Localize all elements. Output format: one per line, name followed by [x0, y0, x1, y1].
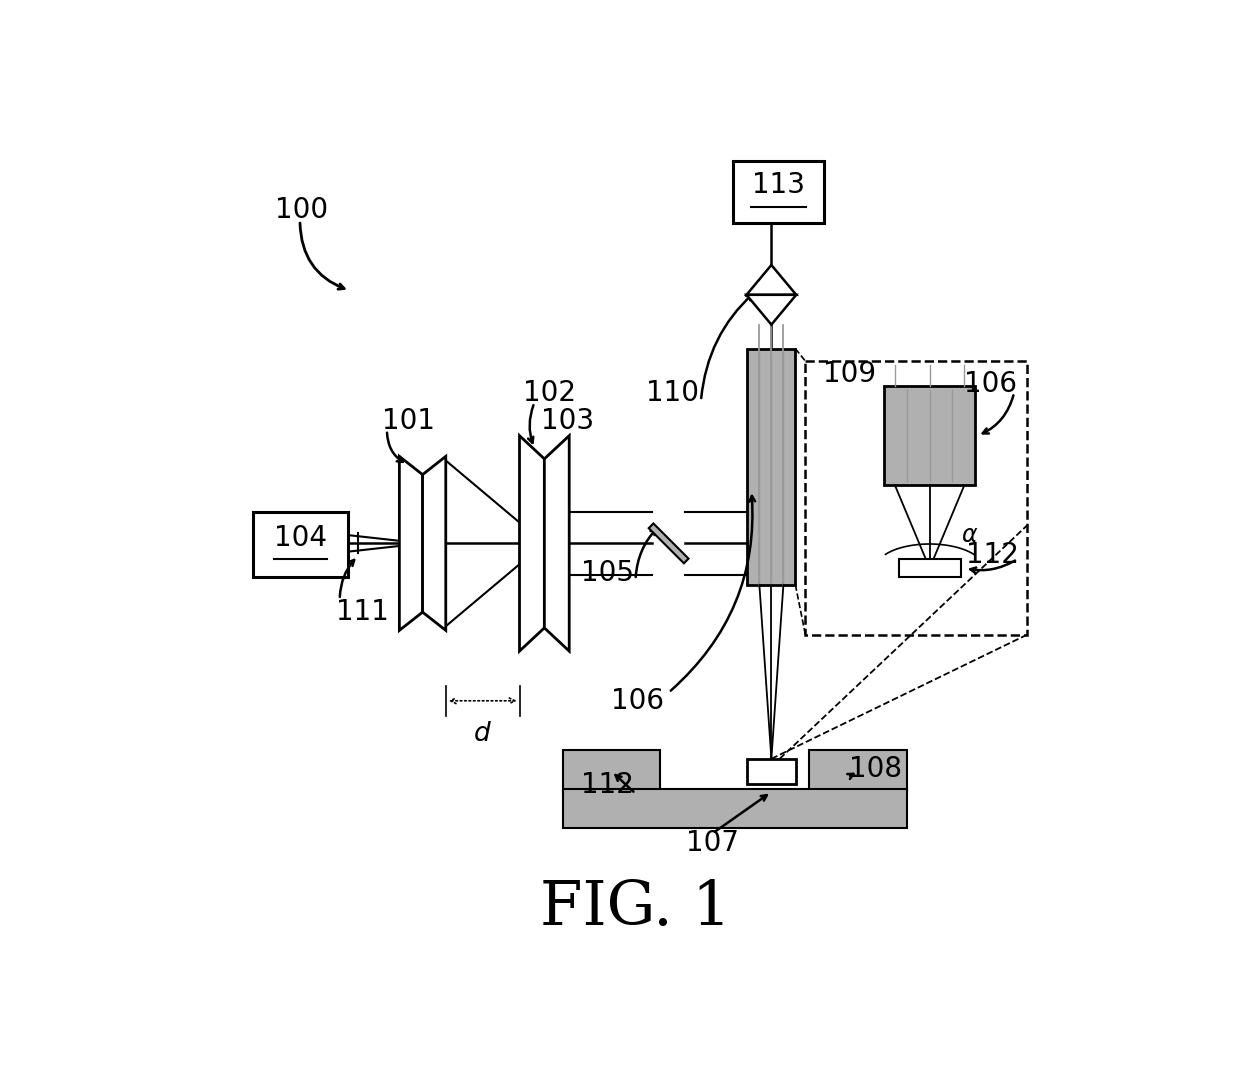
- Polygon shape: [649, 523, 688, 564]
- Bar: [253, 512, 348, 577]
- Text: 111: 111: [336, 598, 388, 626]
- Bar: [746, 759, 796, 783]
- Bar: [563, 750, 661, 793]
- Text: 102: 102: [523, 379, 575, 407]
- Polygon shape: [746, 295, 796, 325]
- Bar: [805, 362, 1028, 635]
- Text: 103: 103: [541, 407, 594, 435]
- Bar: [899, 560, 961, 578]
- Text: 109: 109: [823, 359, 875, 387]
- Text: 106: 106: [963, 370, 1017, 398]
- Bar: [748, 349, 795, 585]
- Text: 110: 110: [646, 379, 699, 407]
- Text: 112: 112: [582, 771, 634, 799]
- Bar: [563, 789, 908, 829]
- Text: 105: 105: [580, 560, 634, 587]
- Text: 104: 104: [274, 524, 327, 552]
- Text: 100: 100: [275, 196, 329, 224]
- Polygon shape: [746, 265, 796, 295]
- Text: $\alpha$: $\alpha$: [961, 523, 978, 547]
- Bar: [810, 750, 908, 793]
- Polygon shape: [399, 456, 423, 631]
- Bar: [733, 160, 825, 223]
- Text: 106: 106: [611, 686, 665, 714]
- Text: 112: 112: [966, 541, 1019, 569]
- Polygon shape: [544, 436, 569, 651]
- Polygon shape: [423, 456, 445, 631]
- Text: $d$: $d$: [474, 721, 492, 747]
- Bar: [884, 386, 975, 485]
- Text: 101: 101: [382, 407, 435, 435]
- Text: 108: 108: [849, 754, 903, 782]
- Polygon shape: [520, 436, 544, 651]
- Text: 113: 113: [753, 171, 805, 199]
- Text: 107: 107: [686, 830, 739, 858]
- Text: FIG. 1: FIG. 1: [539, 878, 732, 938]
